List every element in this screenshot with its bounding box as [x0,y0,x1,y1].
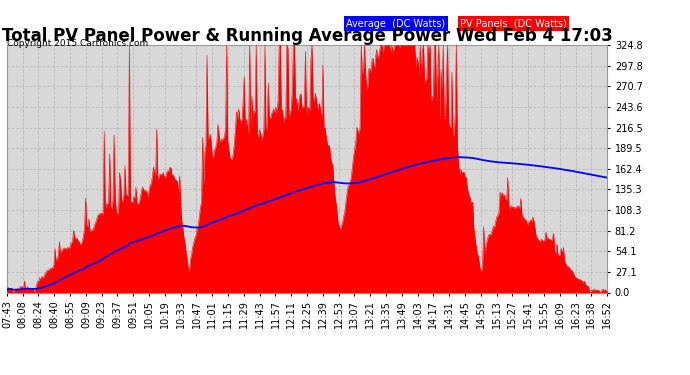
Title: Total PV Panel Power & Running Average Power Wed Feb 4 17:03: Total PV Panel Power & Running Average P… [1,27,613,45]
Text: PV Panels  (DC Watts): PV Panels (DC Watts) [460,19,567,29]
Text: Copyright 2015 Cartronics.com: Copyright 2015 Cartronics.com [7,39,148,48]
Text: Average  (DC Watts): Average (DC Watts) [346,19,445,29]
